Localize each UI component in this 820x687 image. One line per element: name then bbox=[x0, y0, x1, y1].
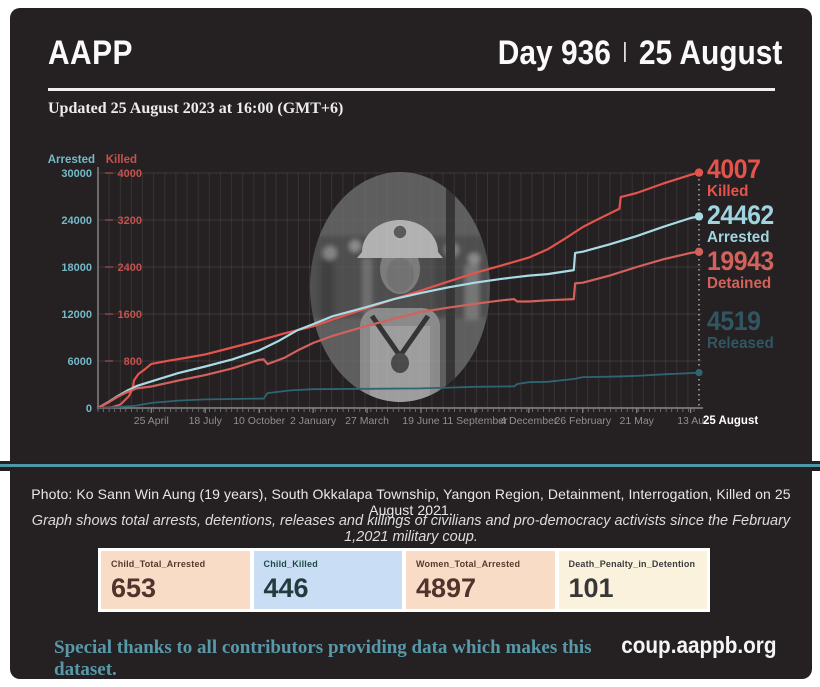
svg-text:25 August: 25 August bbox=[703, 415, 758, 427]
current-date: 25 August bbox=[638, 34, 782, 72]
day-count: Day 936 bbox=[497, 34, 611, 72]
photo-caption: Photo: Ko Sann Win Aung (19 years), Sout… bbox=[31, 486, 791, 518]
svg-text:12000: 12000 bbox=[61, 309, 92, 321]
svg-text:Killed: Killed bbox=[106, 154, 137, 166]
svg-text:19 June: 19 June bbox=[402, 415, 440, 427]
thanks-text: Special thanks to all contributors provi… bbox=[54, 637, 592, 680]
brand-title: AAPP bbox=[48, 34, 133, 72]
stat-card-women-arrested: Women_Total_Arrested 4897 bbox=[406, 551, 555, 609]
stat-label: Women_Total_Arrested bbox=[416, 559, 521, 569]
stat-card-strip: Child_Total_Arrested 653 Child_Killed 44… bbox=[98, 548, 710, 612]
teal-divider bbox=[0, 461, 820, 471]
stat-value: 4897 bbox=[416, 573, 477, 603]
aapp-card: AAPP Day 936 | 25 August Updated 25 Augu… bbox=[10, 8, 812, 681]
stat-label: Child_Total_Arrested bbox=[111, 559, 206, 569]
timeline-chart: Arrested Killed 30000 24000 18000 12000 6000 0 4… bbox=[10, 140, 812, 445]
svg-text:800: 800 bbox=[124, 356, 142, 368]
svg-text:11 September: 11 September bbox=[442, 415, 508, 427]
svg-text:4 December: 4 December bbox=[500, 415, 558, 427]
stat-label: Death_Penalty_in_Detention bbox=[568, 559, 696, 569]
stat-value: 446 bbox=[263, 573, 309, 603]
svg-text:25 April: 25 April bbox=[134, 415, 169, 427]
website-link[interactable]: coup.aappb.org bbox=[620, 632, 776, 658]
svg-text:27 March: 27 March bbox=[345, 415, 389, 427]
stat-value: 653 bbox=[111, 573, 157, 603]
svg-text:21 May: 21 May bbox=[619, 415, 654, 427]
stat-card-death-penalty: Death_Penalty_in_Detention 101 bbox=[558, 551, 707, 609]
stat-value: 101 bbox=[568, 573, 614, 603]
svg-text:2400: 2400 bbox=[118, 262, 142, 274]
stat-card-child-arrested: Child_Total_Arrested 653 bbox=[101, 551, 250, 609]
svg-text:26 February: 26 February bbox=[554, 415, 611, 427]
photo-ellipse bbox=[310, 172, 490, 402]
svg-text:3200: 3200 bbox=[118, 215, 142, 227]
svg-text:4000: 4000 bbox=[118, 168, 142, 180]
svg-text:6000: 6000 bbox=[68, 356, 92, 368]
svg-text:18 July: 18 July bbox=[189, 415, 223, 427]
svg-text:24000: 24000 bbox=[61, 215, 92, 227]
svg-text:10 October: 10 October bbox=[233, 415, 285, 427]
svg-text:18000: 18000 bbox=[61, 262, 92, 274]
footer: Special thanks to all contributors provi… bbox=[10, 632, 812, 681]
header-rule bbox=[48, 88, 775, 91]
day-date-title: Day 936 | 25 August bbox=[497, 34, 782, 73]
svg-text:13 Au: 13 Au bbox=[677, 415, 704, 427]
svg-text:30000: 30000 bbox=[61, 168, 92, 180]
graph-note: Graph shows total arrests, detentions, r… bbox=[31, 513, 791, 545]
svg-text:2 January: 2 January bbox=[290, 415, 337, 427]
stat-label: Child_Killed bbox=[263, 559, 318, 569]
stat-card-child-killed: Child_Killed 446 bbox=[253, 551, 402, 609]
chart-svg: Arrested Killed 30000 24000 18000 12000 6000 0 4… bbox=[48, 154, 759, 427]
updated-timestamp: Updated 25 August 2023 at 16:00 (GMT+6) bbox=[48, 100, 344, 117]
svg-text:0: 0 bbox=[86, 403, 92, 415]
svg-text:Arrested: Arrested bbox=[48, 154, 95, 166]
svg-text:1600: 1600 bbox=[118, 309, 142, 321]
separator-bar: | bbox=[622, 38, 627, 63]
